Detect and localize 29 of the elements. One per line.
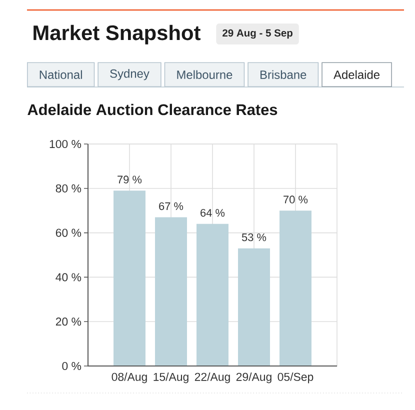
data-label: 53 %: [242, 233, 266, 242]
bar: [280, 210, 312, 366]
text: Brisbane: [260, 70, 306, 79]
x-tick-label: 05/Sep: [278, 372, 314, 384]
text: Melbourne: [177, 70, 232, 79]
bar: [155, 217, 187, 366]
bar: [196, 224, 228, 366]
y-tick-label: 40 %: [56, 273, 82, 282]
text: 29 Aug - 5 Sep: [222, 29, 292, 39]
data-label: 70 %: [284, 196, 308, 204]
chart-title: Adelaide Auction Clearance Rates: [28, 104, 278, 116]
data-label: 79 %: [118, 176, 142, 184]
y-tick-label: 80 %: [56, 184, 82, 192]
text: Sydney: [110, 69, 150, 80]
y-tick-label: 0 %: [62, 362, 82, 370]
x-tick-label: 22/Aug: [194, 372, 230, 384]
text: Market Snapshot: [34, 24, 200, 44]
text: Adelaide: [334, 70, 380, 79]
x-tick-label: 08/Aug: [112, 372, 147, 384]
bar: [238, 248, 270, 366]
y-tick-label: 60 %: [56, 228, 82, 237]
x-tick-label: 15/Aug: [154, 372, 188, 384]
x-tick-label: 29/Aug: [236, 372, 272, 384]
y-tick-label: 100 %: [50, 140, 82, 148]
y-tick-label: 20 %: [56, 318, 82, 326]
text: National: [40, 70, 82, 79]
data-label: 64 %: [200, 208, 225, 217]
data-label: 67 %: [159, 202, 184, 210]
bar: [114, 190, 146, 366]
